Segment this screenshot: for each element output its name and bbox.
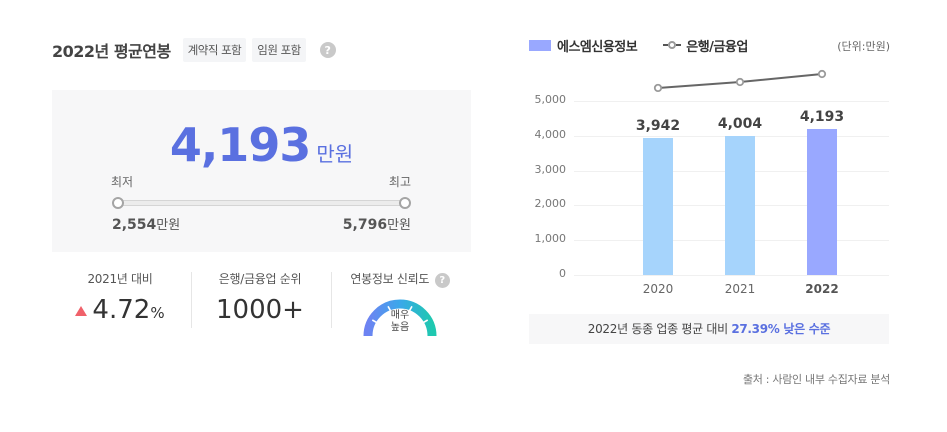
y-tick-label: 4,000 bbox=[534, 127, 567, 141]
gridline bbox=[574, 101, 889, 102]
comparison-highlight: 27.39% 낮은 수준 bbox=[731, 322, 831, 336]
gauge-text: 매우 높음 bbox=[362, 310, 438, 334]
industry-line-series bbox=[653, 69, 827, 93]
divider bbox=[191, 272, 192, 328]
stat-reliability-label-row: 연봉정보 신뢰도 ? bbox=[340, 270, 460, 288]
x-tick-label: 2020 bbox=[642, 282, 674, 296]
gridline bbox=[574, 275, 889, 276]
salary-summary-box: 4,193 만원 최저 최고 2,554만원 5,796만원 bbox=[52, 90, 471, 252]
reliability-gauge: 매우 높음 bbox=[362, 296, 438, 336]
stat-yoy-label: 2021년 대비 bbox=[87, 272, 153, 286]
legend-line-label: 은행/금융업 bbox=[686, 39, 748, 55]
bar-legend-swatch bbox=[529, 39, 551, 51]
y-tick-label: 0 bbox=[559, 267, 566, 280]
line-legend-marker-icon bbox=[663, 41, 682, 49]
average-salary-unit: 만원 bbox=[316, 142, 354, 166]
legend-bar-label: 에스엠신용정보 bbox=[557, 39, 638, 55]
tag-executive: 임원 포함 bbox=[252, 38, 306, 62]
divider bbox=[331, 272, 332, 328]
source-note: 출처 : 사람인 내부 수집자료 분석 bbox=[742, 373, 890, 386]
bar-value-label: 4,193 bbox=[799, 109, 845, 126]
line-point[interactable] bbox=[735, 77, 745, 87]
min-salary-value: 2,554 bbox=[112, 217, 157, 233]
bar-2021[interactable] bbox=[725, 135, 755, 275]
max-label: 최고 bbox=[388, 175, 411, 189]
min-salary-unit: 만원 bbox=[156, 218, 181, 233]
range-max-marker bbox=[399, 197, 411, 209]
bar-value-label: 3,942 bbox=[635, 117, 681, 134]
stat-rank: 은행/금융업 순위 1000+ bbox=[200, 270, 320, 325]
chart-legend: 에스엠신용정보 은행/금융업 bbox=[529, 36, 748, 55]
stat-rank-value: 1000+ bbox=[216, 295, 304, 325]
stat-rank-label: 은행/금융업 순위 bbox=[218, 272, 302, 286]
stat-yoy: 2021년 대비 4.72% bbox=[60, 270, 180, 325]
industry-comparison: 2022년 동종 업종 평균 대비 27.39% 낮은 수준 bbox=[529, 314, 889, 344]
x-tick-label: 2021 bbox=[724, 282, 756, 296]
stat-yoy-value-row: 4.72% bbox=[60, 295, 180, 325]
min-salary: 2,554만원 bbox=[112, 214, 180, 233]
range-min-marker bbox=[112, 197, 124, 209]
stat-yoy-value: 4.72 bbox=[92, 295, 151, 325]
stat-reliability-label: 연봉정보 신뢰도 bbox=[350, 272, 430, 286]
bar-value-label: 4,004 bbox=[717, 115, 763, 132]
title-row: 2022년 평균연봉 계약직 포함 임원 포함 ? bbox=[52, 38, 336, 62]
salary-range-track bbox=[118, 200, 406, 206]
salary-chart: 5,000 4,000 3,000 2,000 1,000 0 3,942 2020 4,00… bbox=[529, 60, 889, 310]
tag-contract: 계약직 포함 bbox=[182, 38, 247, 62]
gauge-line1: 매우 bbox=[390, 310, 410, 321]
page-title: 2022년 평균연봉 bbox=[52, 42, 171, 61]
bar-2020[interactable] bbox=[643, 137, 673, 275]
average-salary: 4,193 만원 bbox=[52, 118, 471, 172]
max-salary-unit: 만원 bbox=[387, 218, 411, 233]
question-circle-icon[interactable]: ? bbox=[434, 273, 450, 288]
min-label: 최저 bbox=[111, 175, 134, 189]
chart-unit: (단위:만원) bbox=[837, 40, 890, 53]
line-point[interactable] bbox=[817, 69, 827, 79]
x-tick-label: 2022 bbox=[805, 282, 839, 296]
y-tick-label: 5,000 bbox=[534, 93, 567, 106]
comparison-text: 2022년 동종 업종 평균 대비 bbox=[587, 322, 732, 336]
triangle-up-icon bbox=[75, 306, 88, 316]
gauge-line2: 높음 bbox=[390, 322, 410, 333]
question-circle-icon[interactable]: ? bbox=[319, 42, 336, 58]
max-salary: 5,796만원 bbox=[343, 214, 411, 233]
y-tick-label: 3,000 bbox=[534, 162, 567, 176]
stat-reliability: 연봉정보 신뢰도 ? 매우 높음 bbox=[340, 270, 460, 336]
gauge-arc-icon bbox=[363, 299, 437, 336]
y-tick-label: 1,000 bbox=[534, 232, 567, 246]
average-salary-value: 4,193 bbox=[169, 118, 312, 172]
max-salary-value: 5,796 bbox=[342, 217, 388, 233]
stat-yoy-unit: % bbox=[150, 304, 165, 322]
bar-2022[interactable] bbox=[807, 129, 837, 275]
y-tick-label: 2,000 bbox=[534, 197, 567, 211]
line-point[interactable] bbox=[653, 83, 663, 93]
